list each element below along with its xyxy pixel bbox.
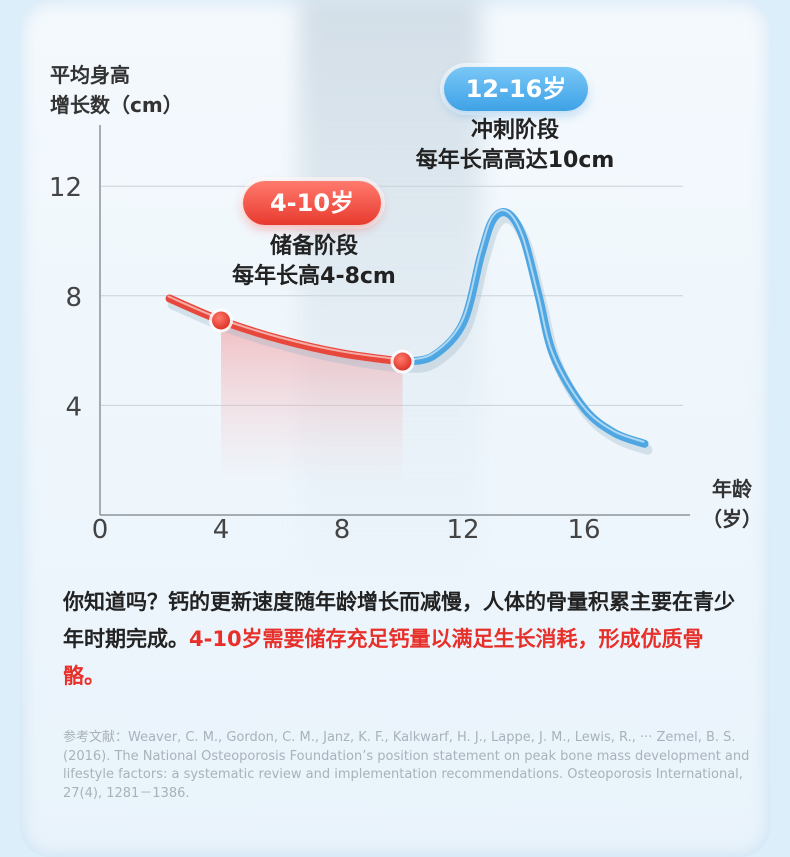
line-segment-storage (165, 294, 407, 366)
x-tick-label: 16 (567, 515, 600, 545)
x-axis-label: 年龄 （岁） (702, 477, 762, 531)
line-segment-sprint (398, 208, 649, 448)
line-highlight-sprint (400, 209, 645, 443)
line-highlight-storage (167, 295, 403, 361)
y-tick-label: 12 (49, 173, 82, 203)
y-tick-label: 8 (65, 283, 82, 313)
storage-band (221, 320, 403, 485)
badge-sprint-age: 12-16岁 (444, 67, 588, 111)
data-point-0 (212, 311, 230, 330)
reference-text: 参考文献：Weaver, C. M., Gordon, C. M., Janz,… (63, 730, 750, 801)
data-point-1 (393, 352, 412, 371)
annotation-sprint: 冲刺阶段 每年长高高达10cm (415, 118, 615, 173)
info-paragraph: 你知道吗？钙的更新速度随年龄增长而减慢，人体的骨量积累主要在青少年时期完成。4-… (63, 584, 743, 695)
x-tick-label: 8 (334, 515, 351, 545)
x-tick-label: 0 (92, 515, 109, 545)
growth-chart: 4 8 12 0 4 8 12 16 (49, 125, 690, 545)
y-tick-label: 4 (65, 392, 82, 422)
annotation-storage: 储备阶段 每年长高4-8cm (232, 234, 396, 289)
para-plain: 你知道吗？钙的更新速度随年龄增长而减慢，人体的骨量积累主要在青少年时期完成。 (63, 590, 735, 651)
para-highlight: 4-10岁需要储存充足钙量以满足生长消耗，形成优质骨骼。 (63, 627, 704, 688)
x-tick-label: 12 (446, 515, 479, 545)
x-tick-label: 4 (213, 515, 230, 545)
badge-storage-age: 4-10岁 (243, 181, 381, 225)
y-axis-label: 平均身高 增长数（cm） (50, 63, 183, 117)
